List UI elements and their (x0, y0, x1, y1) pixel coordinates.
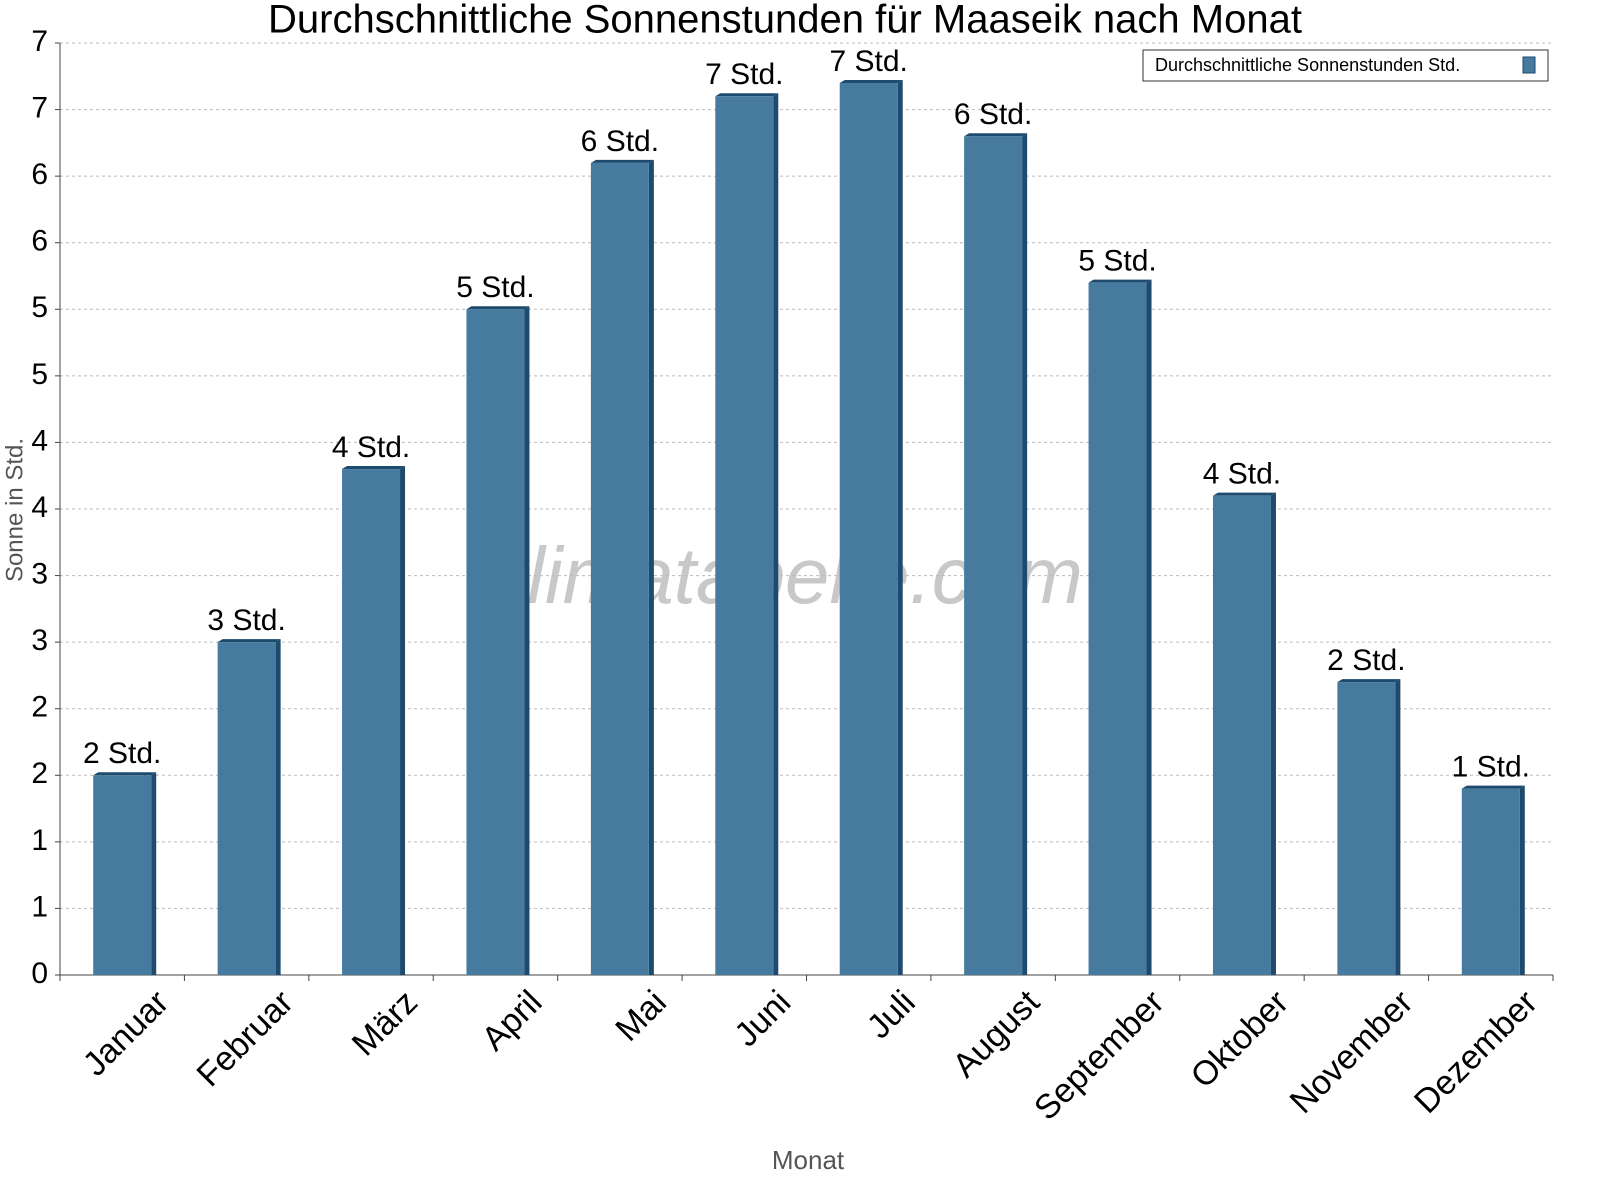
value-label: 5 Std. (456, 271, 534, 304)
bar-top (93, 772, 157, 776)
value-label: 5 Std. (1078, 245, 1156, 278)
bar (839, 82, 898, 975)
bar-top (1337, 679, 1401, 683)
bar (1461, 788, 1520, 975)
value-label: 2 Std. (83, 737, 161, 770)
value-label: 6 Std. (954, 98, 1032, 131)
y-tick-label: 7 (31, 91, 48, 124)
value-label: 1 Std. (1452, 751, 1530, 784)
bar-top (217, 639, 281, 643)
bar-top (590, 159, 654, 163)
bar-top (715, 93, 779, 97)
bar (93, 775, 152, 975)
x-tick-label: Juni (727, 983, 798, 1054)
chart-title: Durchschnittliche Sonnenstunden für Maas… (268, 0, 1302, 42)
bar-top (964, 133, 1028, 137)
bar-top (839, 79, 903, 83)
bar-side (400, 466, 406, 975)
bar-side (1270, 492, 1276, 975)
value-label: 6 Std. (581, 125, 659, 158)
bar-side (524, 306, 530, 975)
bar (1212, 495, 1271, 975)
x-tick-label: Oktober (1184, 983, 1296, 1095)
value-label: 7 Std. (705, 58, 783, 91)
value-label: 7 Std. (830, 45, 908, 78)
bar-side (275, 639, 281, 975)
x-tick-label: September (1027, 983, 1171, 1127)
x-tick-label: Februar (190, 983, 301, 1094)
x-tick-label: Dezember (1407, 983, 1545, 1121)
bar-side (1395, 679, 1401, 975)
bar-side (1146, 279, 1152, 976)
value-label: 4 Std. (332, 431, 410, 464)
y-tick-label: 3 (31, 624, 48, 657)
y-tick-label: 2 (31, 691, 48, 724)
x-tick-label: Mai (608, 983, 674, 1049)
bar (1337, 682, 1396, 975)
bar-side (1519, 785, 1525, 975)
y-tick-label: 6 (31, 158, 48, 191)
bar-top (466, 306, 530, 310)
y-tick-label: 4 (31, 424, 48, 457)
x-tick-label: April (474, 983, 549, 1058)
x-tick-label: März (345, 983, 425, 1063)
y-tick-label: 3 (31, 557, 48, 590)
x-tick-label: Juli (860, 983, 923, 1046)
bar (715, 96, 774, 975)
bar-side (151, 772, 157, 975)
bar-top (342, 466, 406, 470)
bar (964, 136, 1023, 975)
bar-side (648, 159, 654, 976)
y-tick-label: 0 (31, 957, 48, 990)
legend-swatch (1522, 56, 1536, 74)
x-tick-label: Januar (76, 983, 176, 1083)
value-label: 3 Std. (207, 604, 285, 637)
y-tick-label: 6 (31, 225, 48, 258)
y-tick-label: 4 (31, 491, 48, 524)
y-tick-label: 5 (31, 358, 48, 391)
y-tick-label: 2 (31, 757, 48, 790)
bar-top (1088, 279, 1152, 283)
x-tick-label: November (1283, 983, 1421, 1121)
bar-side (1022, 133, 1028, 975)
bar (466, 309, 525, 975)
bar (590, 162, 649, 976)
bar-side (773, 93, 779, 975)
bar-top (1461, 785, 1525, 789)
x-axis-label: Monat (772, 1145, 845, 1175)
bar (1088, 282, 1147, 976)
value-label: 2 Std. (1327, 644, 1405, 677)
y-axis-label: Sonne in Std. (1, 438, 28, 582)
value-label: 4 Std. (1203, 458, 1281, 491)
x-tick-label: August (945, 983, 1047, 1085)
bar (217, 642, 276, 975)
bar (342, 469, 401, 975)
legend-label: Durchschnittliche Sonnenstunden Std. (1155, 55, 1460, 75)
y-tick-label: 7 (31, 25, 48, 58)
bar-top (1212, 492, 1276, 496)
y-tick-label: 1 (31, 824, 48, 857)
y-tick-label: 5 (31, 291, 48, 324)
legend-box (1142, 49, 1549, 82)
y-tick-label: 1 (31, 890, 48, 923)
bar-side (897, 79, 903, 975)
